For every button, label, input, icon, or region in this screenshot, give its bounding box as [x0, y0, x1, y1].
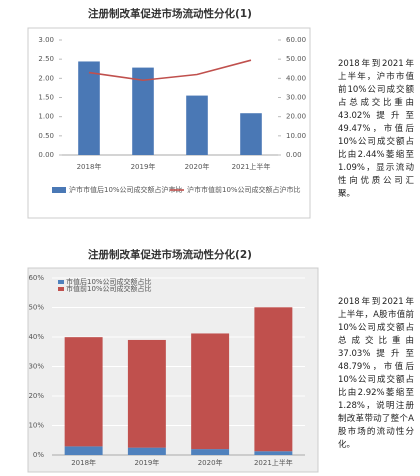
bar — [186, 95, 208, 155]
legend-swatch — [58, 287, 64, 291]
y-tick-label: 3.00 — [38, 36, 54, 44]
bar-segment — [254, 451, 293, 455]
y-tick-label: 60% — [28, 274, 44, 282]
y2-tick-label: 60.00 — [286, 36, 306, 44]
chart-title: 注册制改革促进市场流动性分化(1) — [88, 7, 252, 20]
y2-tick-label: 40.00 — [286, 74, 306, 82]
x-tick-label: 2020年 — [198, 458, 223, 467]
legend-label: 沪市市值前10%公司成交额占沪市比 — [187, 185, 301, 194]
legend-label: 市值后10%公司成交额占比 — [66, 277, 152, 286]
y-tick-label: 0.00 — [38, 151, 54, 159]
bar-segment — [191, 449, 230, 455]
y-tick-label: 1.00 — [38, 113, 54, 121]
y-tick-label: 50% — [28, 304, 44, 312]
y-tick-label: 30% — [28, 363, 44, 371]
y-tick-label: 40% — [28, 333, 44, 341]
y-tick-label: 2.50 — [38, 55, 54, 63]
y-tick-label: 2.00 — [38, 74, 54, 82]
legend-swatch — [58, 280, 64, 284]
y-tick-label: 10% — [28, 422, 44, 430]
x-tick-label: 2021上半年 — [254, 458, 293, 467]
y-tick-label: 20% — [28, 392, 44, 400]
x-tick-label: 2019年 — [131, 162, 156, 171]
x-tick-label: 2019年 — [134, 458, 159, 467]
y-tick-label: 1.50 — [38, 94, 54, 102]
x-tick-label: 2018年 — [77, 162, 102, 171]
bar-segment — [64, 446, 103, 455]
bar-segment — [127, 339, 166, 448]
y2-tick-label: 20.00 — [286, 113, 306, 121]
x-tick-label: 2018年 — [71, 458, 96, 467]
y2-tick-label: 0.00 — [286, 151, 302, 159]
legend-label: 沪市市值后10%公司成交额占沪市比 — [69, 185, 183, 194]
line — [88, 59, 252, 82]
y-tick-label: 0.50 — [38, 132, 54, 140]
y2-tick-label: 30.00 — [286, 94, 306, 102]
y-tick-label: 0% — [33, 451, 44, 459]
chart-frame — [27, 27, 311, 219]
note-text: 2018年到2021年上半年，沪市市值前10%公司成交额占总成交比重由43.02… — [338, 59, 414, 199]
legend-swatch — [52, 187, 66, 193]
legend-label: 市值前10%公司成交额占比 — [66, 284, 152, 293]
bar — [240, 113, 262, 155]
bar-segment — [191, 333, 230, 450]
bar-segment — [254, 307, 293, 452]
x-tick-label: 2021上半年 — [232, 162, 271, 171]
chart-title: 注册制改革促进市场流动性分化(2) — [88, 248, 252, 261]
bar — [78, 61, 100, 155]
note-text: 2018年到2021年上半年，A股市值前10%公司成交额占总成交比重由37.03… — [338, 297, 414, 450]
y2-tick-label: 50.00 — [286, 55, 306, 63]
bar — [132, 67, 154, 155]
bar-segment — [64, 337, 103, 447]
y2-tick-label: 10.00 — [286, 132, 306, 140]
bar-segment — [127, 447, 166, 455]
x-tick-label: 2020年 — [185, 162, 210, 171]
